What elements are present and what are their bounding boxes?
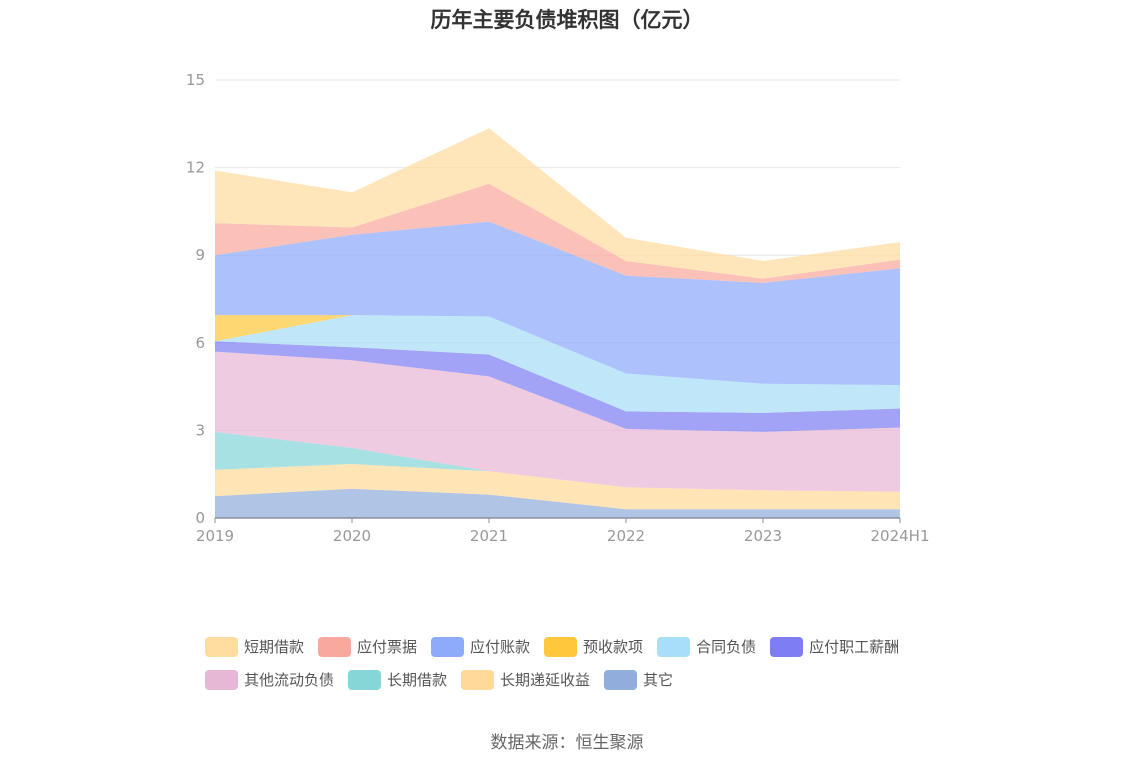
legend-label: 预收款项 xyxy=(583,638,644,656)
legend-swatch xyxy=(348,669,382,690)
legend: 短期借款 应付票据 应付账款 预收款项 合同负债 应付职工薪酬其他流动负债 长期借款 长期递延… xyxy=(205,630,945,696)
area-series-6 xyxy=(215,315,900,386)
legend-label: 应付票据 xyxy=(357,638,418,656)
y-tick-label: 9 xyxy=(195,246,205,264)
data-source: 数据来源：恒生聚源 xyxy=(490,733,644,753)
area-series-7 xyxy=(215,221,900,386)
legend-row: 短期借款 应付票据 应付账款 预收款项 合同负债 应付职工薪酬 xyxy=(205,630,945,663)
legend-item[interactable]: 预收款项 xyxy=(544,636,643,657)
legend-label: 应付职工薪酬 xyxy=(809,638,900,656)
axes: 0 3 6 9 12 15 2019 2020 2021 2022 2023 2024H1 xyxy=(186,71,930,545)
legend-label: 短期借款 xyxy=(244,638,305,656)
area-series-2 xyxy=(215,431,900,492)
y-tick-label: 0 xyxy=(195,509,205,527)
legend-item[interactable]: 长期借款 xyxy=(348,669,447,690)
y-tick-label: 6 xyxy=(195,334,205,352)
area-series-5 xyxy=(215,315,900,413)
legend-label: 合同负债 xyxy=(696,638,757,656)
area-series-3 xyxy=(215,351,900,492)
legend-swatch xyxy=(205,669,238,690)
area-series-1 xyxy=(215,464,900,510)
area-series-8 xyxy=(215,183,900,283)
legend-swatch xyxy=(205,636,238,657)
legend-swatch xyxy=(461,669,495,690)
legend-item[interactable]: 应付职工薪酬 xyxy=(770,636,899,657)
legend-label: 其它 xyxy=(643,671,674,689)
y-tick-label: 3 xyxy=(195,421,205,439)
x-tick-label: 2020 xyxy=(333,527,371,545)
chart-title: 历年主要负债堆积图（亿元） xyxy=(430,8,704,32)
area-series-9 xyxy=(215,128,900,279)
legend-label: 应付账款 xyxy=(470,638,531,656)
legend-row: 其他流动负债 长期借款 长期递延收益 其它 xyxy=(205,663,945,696)
legend-item[interactable]: 其他流动负债 xyxy=(205,669,334,690)
legend-item[interactable]: 合同负债 xyxy=(657,636,756,657)
legend-item[interactable]: 应付账款 xyxy=(431,636,530,657)
legend-swatch xyxy=(544,636,578,657)
legend-swatch xyxy=(604,669,638,690)
legend-label: 其他流动负债 xyxy=(244,671,335,689)
y-tick-label: 15 xyxy=(186,71,205,89)
legend-swatch xyxy=(657,636,691,657)
legend-item[interactable]: 应付票据 xyxy=(318,636,417,657)
legend-label: 长期递延收益 xyxy=(500,671,591,689)
stacked-area-chart: 0 3 6 9 12 15 2019 2020 2021 2022 2023 2024H1 xyxy=(186,71,930,545)
x-tick-label: 2024H1 xyxy=(871,527,930,545)
legend-item[interactable]: 长期递延收益 xyxy=(461,669,590,690)
legend-item[interactable]: 其它 xyxy=(604,669,673,690)
x-tick-label: 2022 xyxy=(607,527,645,545)
legend-swatch xyxy=(770,636,804,657)
x-tick-label: 2019 xyxy=(196,527,234,545)
y-tick-label: 12 xyxy=(186,159,205,177)
area-series-4 xyxy=(215,341,900,432)
legend-swatch xyxy=(431,636,465,657)
legend-item[interactable]: 短期借款 xyxy=(205,636,304,657)
legend-label: 长期借款 xyxy=(387,671,448,689)
x-tick-label: 2021 xyxy=(470,527,508,545)
legend-swatch xyxy=(318,636,352,657)
area-series xyxy=(215,128,900,518)
area-series-0 xyxy=(215,488,900,518)
x-tick-label: 2023 xyxy=(744,527,782,545)
